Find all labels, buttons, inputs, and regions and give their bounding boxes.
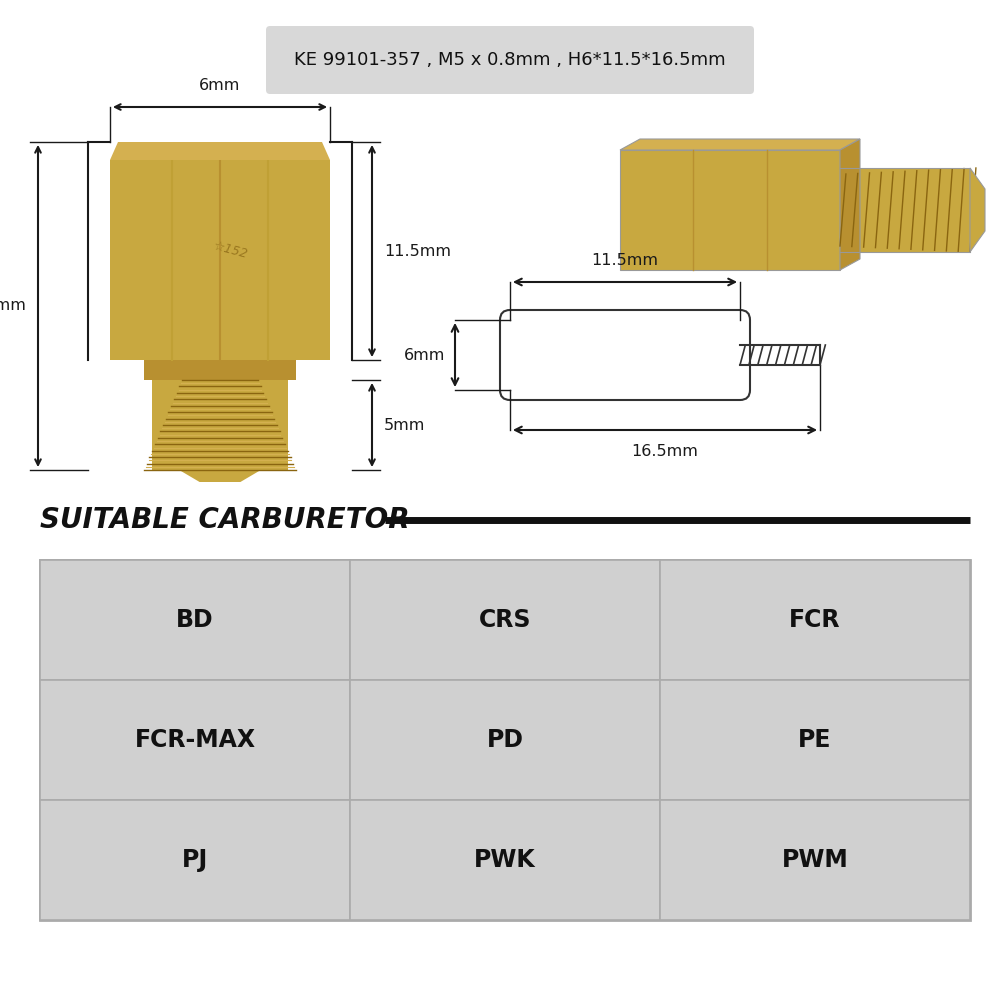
Text: CRS: CRS [479,608,531,632]
Text: 16.5mm: 16.5mm [632,444,698,459]
Bar [110,160,330,360]
Polygon shape [110,142,330,160]
Text: 11.5mm: 11.5mm [384,243,451,258]
Bar [144,360,296,380]
Text: PJ: PJ [182,848,208,872]
Bar [40,680,350,800]
Text: FCR: FCR [789,608,841,632]
Polygon shape [620,139,860,150]
Polygon shape [840,139,860,270]
Bar [350,680,660,800]
Bar [40,560,350,680]
Text: PWK: PWK [474,848,536,872]
Text: 16.5mm: 16.5mm [0,298,26,314]
Text: ☆152: ☆152 [211,239,249,261]
Bar [350,800,660,920]
Text: PE: PE [798,728,832,752]
Text: 6mm: 6mm [199,78,241,93]
Text: FCR-MAX: FCR-MAX [134,728,256,752]
Text: BD: BD [176,608,214,632]
Bar [350,560,660,680]
FancyBboxPatch shape [500,310,750,400]
Text: 6mm: 6mm [404,348,445,362]
Bar [840,168,970,252]
Bar [620,150,840,270]
Text: SUITABLE CARBURETOR: SUITABLE CARBURETOR [40,506,410,534]
Text: 11.5mm: 11.5mm [592,253,658,268]
Bar [660,560,970,680]
Text: KE 99101-357 , M5 x 0.8mm , H6*11.5*16.5mm: KE 99101-357 , M5 x 0.8mm , H6*11.5*16.5… [294,51,726,69]
Polygon shape [179,470,261,482]
Bar [40,560,970,920]
Bar [152,380,288,470]
Text: PD: PD [486,728,524,752]
FancyBboxPatch shape [266,26,754,94]
Polygon shape [970,168,985,252]
Text: 5mm: 5mm [384,418,425,432]
Text: PWM: PWM [782,848,848,872]
Bar [660,680,970,800]
Bar [40,800,350,920]
Bar [660,800,970,920]
